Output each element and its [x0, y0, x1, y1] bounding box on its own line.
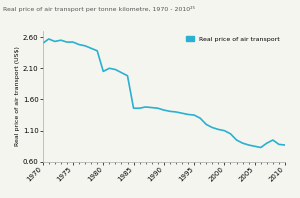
Legend: Real price of air transport: Real price of air transport [184, 34, 282, 45]
Text: Real price of air transport per tonne kilometre, 1970 - 2010²⁵: Real price of air transport per tonne ki… [3, 6, 195, 12]
Y-axis label: Real price of air transport (US$): Real price of air transport (US$) [15, 46, 20, 146]
